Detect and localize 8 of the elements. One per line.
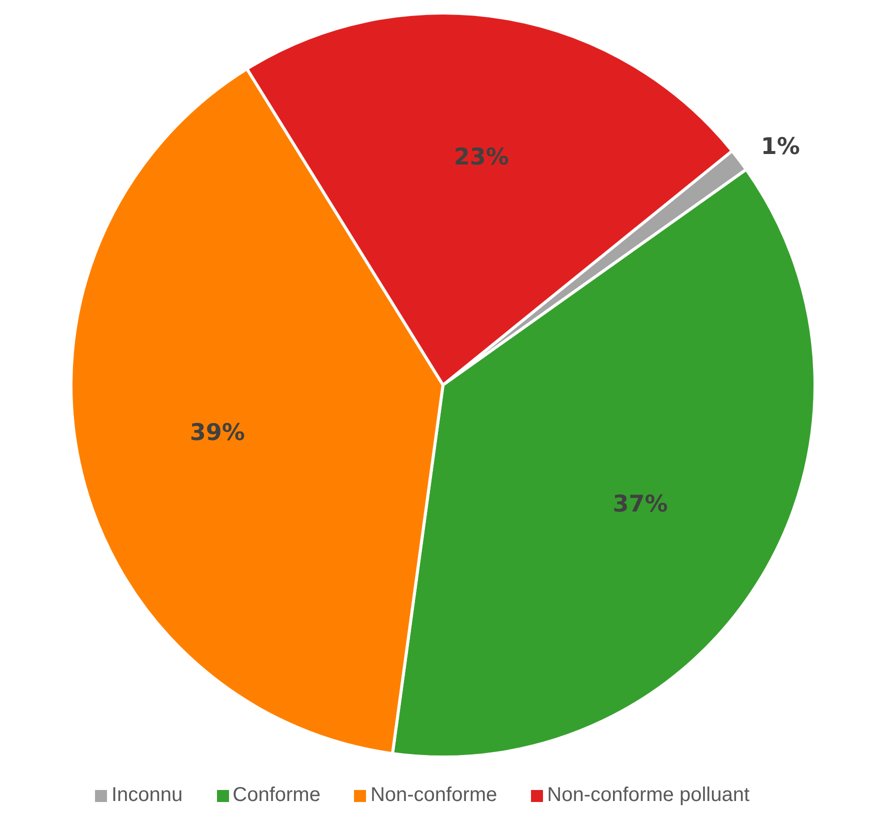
data-label: 39% [190,420,245,446]
legend-label: Non-conforme [370,784,498,806]
data-label: 1% [760,134,800,160]
data-label: 23% [454,144,509,171]
legend-label: Inconnu [111,784,183,806]
legend-label: Conforme [232,784,320,806]
data-label: 37% [612,491,668,518]
legend-label: Non-conforme polluant [547,784,750,806]
